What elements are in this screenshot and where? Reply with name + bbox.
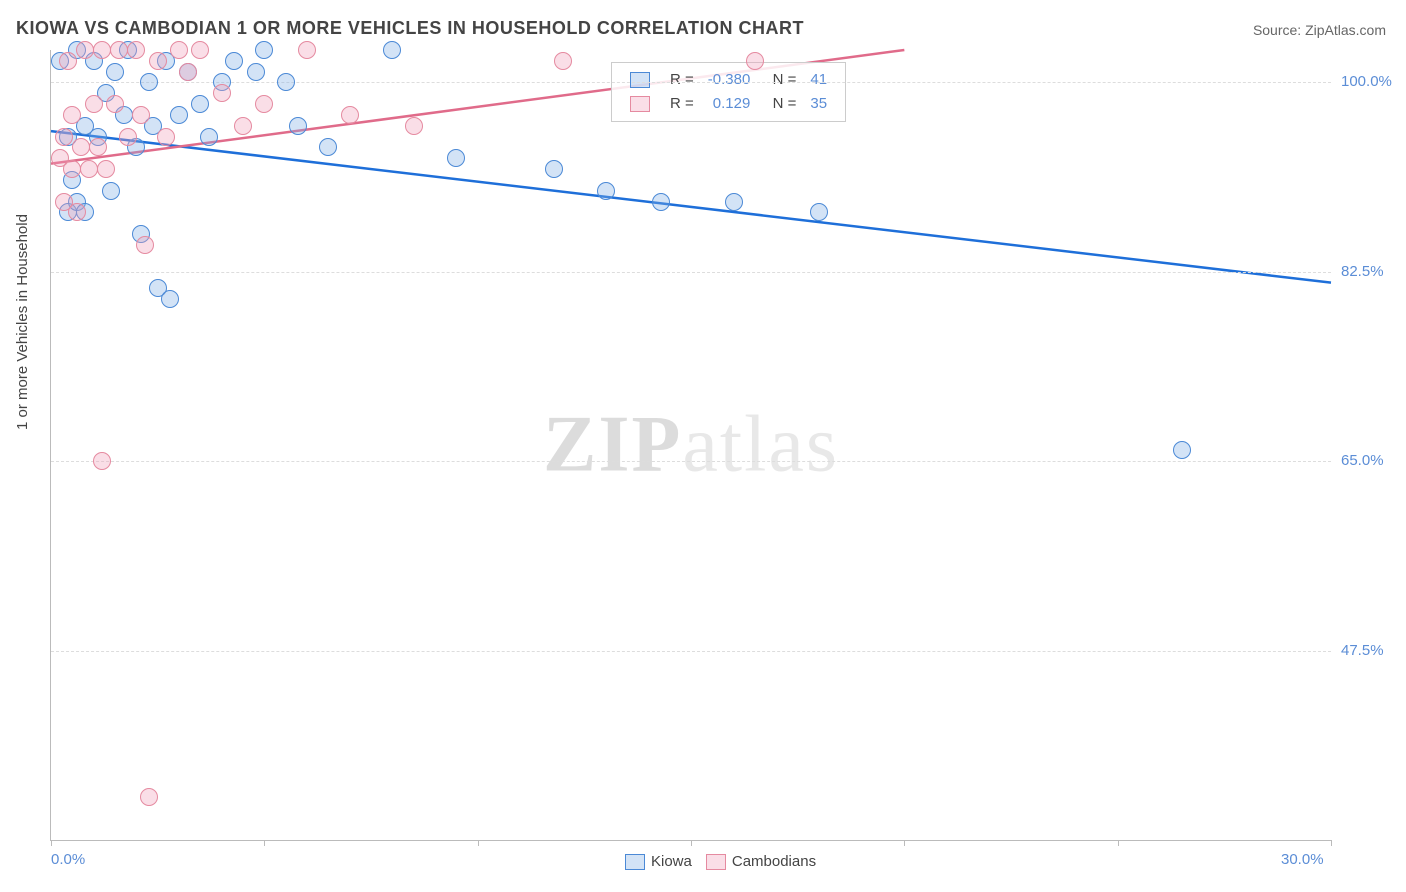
- trend-lines: [51, 50, 1331, 840]
- data-point-cambodians: [63, 160, 81, 178]
- data-point-kiowa: [200, 128, 218, 146]
- data-point-cambodians: [746, 52, 764, 70]
- data-point-kiowa: [545, 160, 563, 178]
- data-point-kiowa: [725, 193, 743, 211]
- data-point-cambodians: [255, 95, 273, 113]
- data-point-cambodians: [140, 788, 158, 806]
- legend-label-kiowa: Kiowa: [651, 853, 692, 870]
- legend-stat-row-cambodians: R =0.129 N =35: [624, 93, 833, 115]
- data-point-kiowa: [383, 41, 401, 59]
- data-point-cambodians: [119, 128, 137, 146]
- data-point-kiowa: [447, 149, 465, 167]
- source-label: Source: ZipAtlas.com: [1253, 22, 1386, 38]
- data-point-kiowa: [106, 63, 124, 81]
- trend-line-kiowa: [51, 131, 1331, 283]
- data-point-cambodians: [89, 138, 107, 156]
- data-point-cambodians: [63, 106, 81, 124]
- data-point-cambodians: [68, 203, 86, 221]
- data-point-kiowa: [652, 193, 670, 211]
- data-point-cambodians: [136, 236, 154, 254]
- gridline: [51, 82, 1331, 83]
- chart-title: KIOWA VS CAMBODIAN 1 OR MORE VEHICLES IN…: [16, 18, 804, 39]
- gridline: [51, 651, 1331, 652]
- gridline: [51, 272, 1331, 273]
- y-tick-label: 47.5%: [1341, 642, 1401, 659]
- data-point-cambodians: [554, 52, 572, 70]
- x-tick-label: 0.0%: [51, 851, 85, 868]
- plot-area: ZIPatlas R =-0.380 N =41R =0.129 N =35 K…: [50, 50, 1331, 841]
- data-point-cambodians: [85, 95, 103, 113]
- legend-bottom: Kiowa Cambodians: [611, 853, 816, 870]
- data-point-cambodians: [97, 160, 115, 178]
- data-point-kiowa: [597, 182, 615, 200]
- x-tick-mark: [51, 840, 52, 846]
- x-tick-label: 30.0%: [1281, 851, 1324, 868]
- x-tick-mark: [478, 840, 479, 846]
- data-point-kiowa: [810, 203, 828, 221]
- data-point-cambodians: [179, 63, 197, 81]
- x-tick-mark: [1331, 840, 1332, 846]
- data-point-kiowa: [289, 117, 307, 135]
- data-point-cambodians: [191, 41, 209, 59]
- data-point-cambodians: [93, 41, 111, 59]
- data-point-cambodians: [55, 128, 73, 146]
- legend-swatch-cambodians: [706, 854, 726, 870]
- data-point-cambodians: [127, 41, 145, 59]
- data-point-kiowa: [247, 63, 265, 81]
- data-point-kiowa: [319, 138, 337, 156]
- data-point-kiowa: [170, 106, 188, 124]
- data-point-kiowa: [225, 52, 243, 70]
- gridline: [51, 461, 1331, 462]
- data-point-cambodians: [132, 106, 150, 124]
- data-point-cambodians: [59, 52, 77, 70]
- legend-label-cambodians: Cambodians: [732, 853, 816, 870]
- data-point-kiowa: [277, 73, 295, 91]
- x-tick-mark: [264, 840, 265, 846]
- data-point-kiowa: [255, 41, 273, 59]
- data-point-cambodians: [298, 41, 316, 59]
- legend-swatch-kiowa: [625, 854, 645, 870]
- data-point-cambodians: [213, 84, 231, 102]
- y-tick-label: 65.0%: [1341, 452, 1401, 469]
- data-point-cambodians: [110, 41, 128, 59]
- data-point-cambodians: [234, 117, 252, 135]
- data-point-cambodians: [405, 117, 423, 135]
- x-tick-mark: [1118, 840, 1119, 846]
- legend-stat-row-kiowa: R =-0.380 N =41: [624, 69, 833, 91]
- data-point-kiowa: [140, 73, 158, 91]
- data-point-kiowa: [191, 95, 209, 113]
- data-point-kiowa: [1173, 441, 1191, 459]
- y-tick-label: 100.0%: [1341, 73, 1401, 90]
- data-point-cambodians: [76, 41, 94, 59]
- data-point-cambodians: [93, 452, 111, 470]
- data-point-cambodians: [157, 128, 175, 146]
- legend-stats-box: R =-0.380 N =41R =0.129 N =35: [611, 62, 846, 122]
- x-tick-mark: [904, 840, 905, 846]
- data-point-kiowa: [161, 290, 179, 308]
- data-point-cambodians: [341, 106, 359, 124]
- data-point-kiowa: [102, 182, 120, 200]
- y-axis-label: 1 or more Vehicles in Household: [14, 214, 31, 430]
- data-point-cambodians: [106, 95, 124, 113]
- x-tick-mark: [691, 840, 692, 846]
- data-point-cambodians: [149, 52, 167, 70]
- data-point-cambodians: [80, 160, 98, 178]
- data-point-cambodians: [72, 138, 90, 156]
- data-point-cambodians: [170, 41, 188, 59]
- y-tick-label: 82.5%: [1341, 263, 1401, 280]
